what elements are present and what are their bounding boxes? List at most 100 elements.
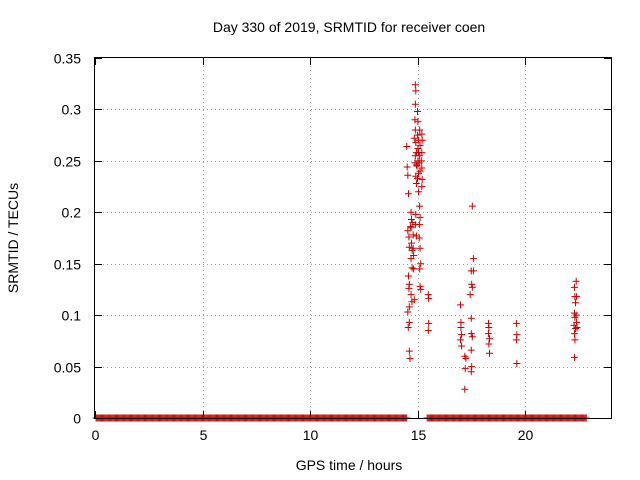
data-point [462,354,470,362]
data-point [416,265,424,273]
data-point [416,141,424,149]
data-point [405,303,413,311]
data-point [405,233,413,241]
data-point [404,190,412,198]
data-point [512,336,520,344]
x-tick-label: 10 [303,427,319,443]
data-point [409,244,417,252]
data-point [484,330,492,338]
data-point [403,163,411,171]
data-point [571,336,579,344]
data-point [414,118,422,126]
data-point [416,282,424,290]
data-point [407,291,415,299]
data-point [407,215,415,223]
data-point [417,285,425,293]
data-point [466,291,474,299]
data-point [425,319,433,327]
data-point [414,131,421,139]
data-point [572,299,580,307]
plot-frame [94,57,612,419]
x-tick-label: 20 [518,427,534,443]
data-point [458,342,466,350]
data-point [469,255,477,263]
y-tick-label: 0.05 [54,360,81,376]
data-point [425,295,433,303]
data-point [405,318,413,326]
data-point [417,157,425,165]
data-point [406,354,414,362]
data-point [414,107,421,115]
data-point [468,333,476,341]
data-point [410,251,418,259]
axis-ticks [95,58,611,419]
data-point [407,224,415,232]
data-point [407,239,415,247]
data-point [408,264,416,272]
data-point [417,260,425,268]
grid-lines [95,58,611,418]
data-point [418,164,426,172]
data-point [468,283,476,291]
data-point [570,330,578,338]
x-tick-label: 5 [200,427,208,443]
data-point [512,319,520,327]
data-point [412,179,420,187]
data-point [416,244,424,252]
data-point [412,87,420,95]
x-tick-labels: 0 5 10 15 20 [92,427,534,443]
data-point [410,134,418,142]
data-point [415,234,423,242]
data-point [404,272,412,280]
chart-title: Day 330 of 2019, SRMTID for receiver coe… [213,19,485,35]
x-axis-label: GPS time / hours [296,457,403,473]
y-tick-label: 0 [73,411,81,427]
data-point [404,171,412,179]
data-point [416,221,424,229]
data-point [416,167,424,175]
data-point [414,174,421,182]
y-tick-label: 0.35 [54,51,81,67]
data-point [486,335,494,343]
data-point [485,323,493,331]
data-point [458,331,466,339]
y-tick-label: 0.2 [62,205,82,221]
data-point [404,323,412,331]
data-point [457,323,465,331]
data-point [418,130,426,138]
data-point [467,314,475,322]
data-point [468,202,476,210]
data-point [457,336,464,344]
data-point [461,365,469,373]
data-point [418,149,426,157]
data-point [404,308,412,316]
data-point [416,126,424,134]
data-point [403,142,411,150]
data-point [418,136,426,144]
data-point [412,210,420,218]
data-point [485,340,493,348]
y-tick-label: 0.25 [54,154,81,170]
y-tick-label: 0.1 [62,308,82,324]
data-point [415,188,423,196]
data-point [468,280,476,288]
data-point [461,385,469,393]
data-point [573,293,581,301]
x-tick-label: 0 [92,427,100,443]
data-point [411,81,419,89]
data-points [92,81,590,422]
data-point [405,347,413,355]
data-point [467,330,475,338]
data-point [424,327,432,335]
y-tick-label: 0.3 [62,102,82,118]
data-point [411,100,419,108]
data-point [572,277,580,285]
data-point [572,325,580,333]
data-point [418,183,426,191]
data-point [513,359,521,367]
data-point [467,368,475,376]
data-point [570,353,578,361]
x-tick-label: 15 [411,427,427,443]
data-point [467,346,475,354]
